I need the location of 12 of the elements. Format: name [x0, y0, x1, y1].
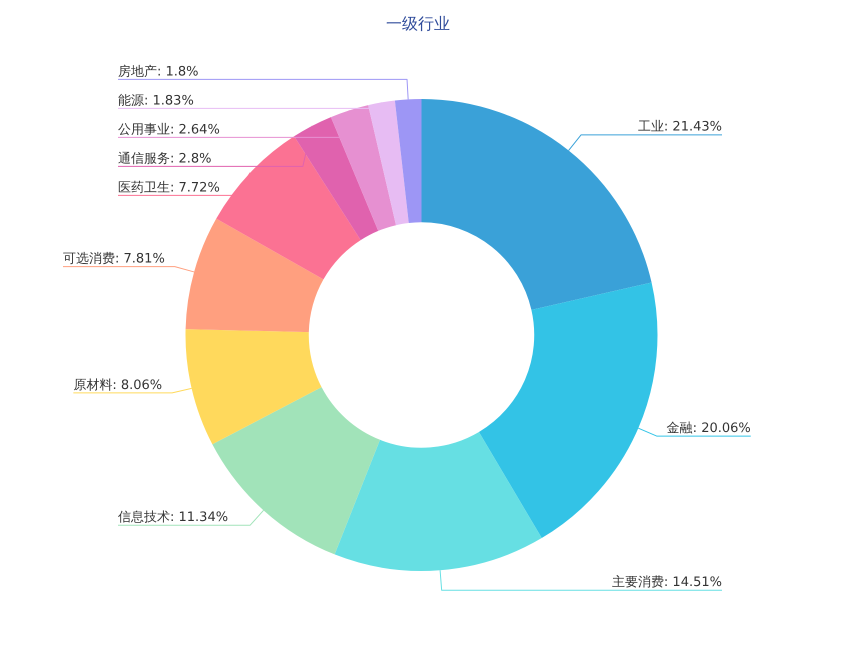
chart-title: 一级行业 — [385, 14, 451, 35]
slice-label: 信息技术: 11.34% — [118, 510, 228, 526]
slice-label: 房地产: 1.8% — [118, 63, 199, 80]
slice-label: 公用事业: 2.64% — [118, 122, 220, 138]
slice-label: 原材料: 8.06% — [73, 378, 162, 393]
slice-label: 金融: 20.06% — [666, 420, 751, 436]
slice-label: 可选消费: 7.81% — [63, 251, 165, 266]
slice-label: 主要消费: 14.51% — [612, 574, 722, 590]
slice-label: 医药卫生: 7.72% — [118, 180, 220, 196]
slice-label: 工业: 21.43% — [638, 120, 722, 135]
slice-label: 能源: 1.83% — [118, 93, 194, 108]
slice-label: 通信服务: 2.8% — [118, 151, 212, 166]
